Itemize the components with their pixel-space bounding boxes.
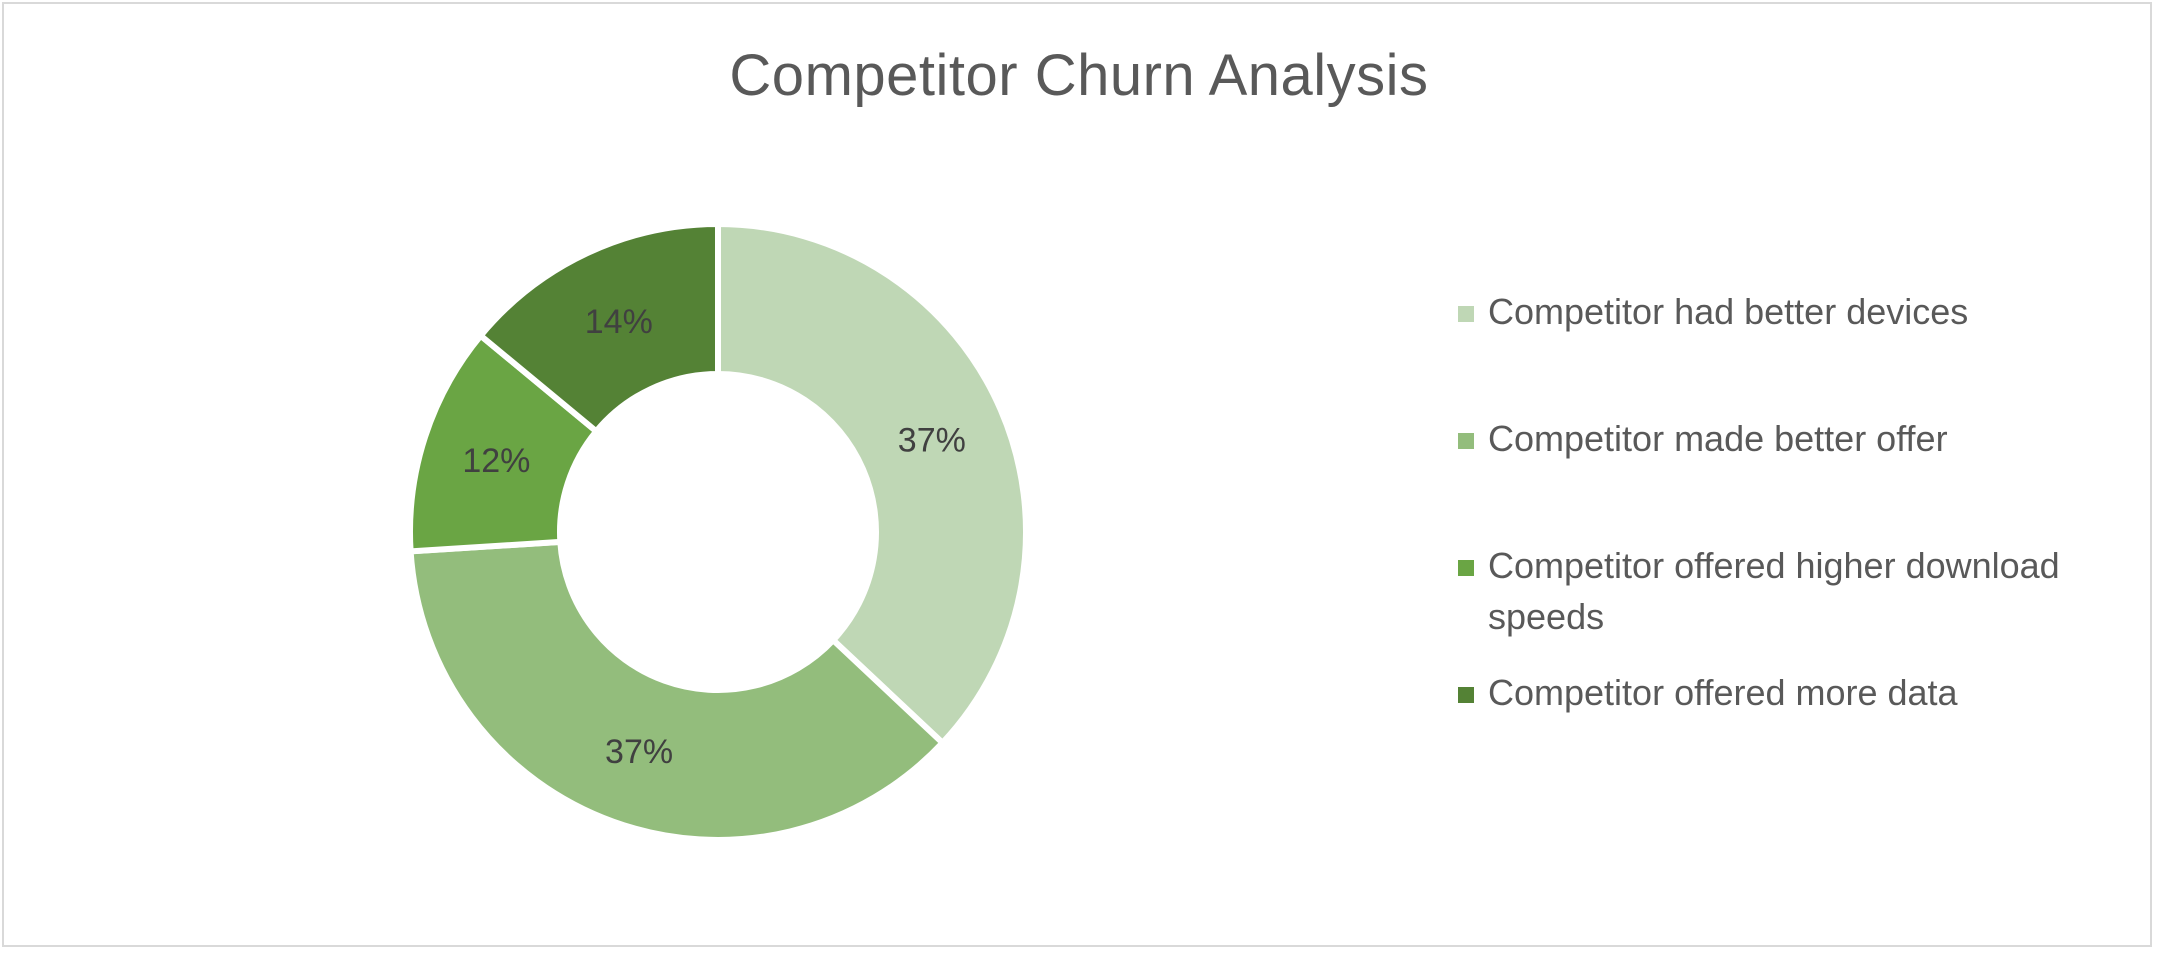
legend-label: Competitor had better devices	[1488, 291, 1969, 332]
data-label: 12%	[462, 442, 530, 480]
legend-swatch	[1458, 306, 1474, 322]
legend-item: Competitor offered higher download speed…	[1458, 540, 2148, 642]
donut-slice	[476, 220, 721, 436]
legend-label: Competitor made better offer	[1488, 418, 1948, 459]
data-label: 14%	[585, 303, 653, 341]
legend-swatch	[1458, 433, 1474, 449]
data-label: 37%	[605, 733, 673, 771]
donut-slice	[407, 538, 947, 843]
legend-label: Competitor offered higher download speed…	[1488, 545, 2060, 637]
legend-label: Competitor offered more data	[1488, 672, 1958, 713]
legend-item: Competitor made better offer	[1458, 413, 2148, 464]
data-label: 37%	[898, 421, 966, 459]
legend-swatch	[1458, 560, 1474, 576]
chart-title: Competitor Churn Analysis	[729, 43, 1429, 108]
legend-swatch	[1458, 687, 1474, 703]
legend-item: Competitor offered more data	[1458, 667, 2148, 718]
legend-item: Competitor had better devices	[1458, 286, 2148, 337]
donut-slice	[715, 220, 1029, 748]
